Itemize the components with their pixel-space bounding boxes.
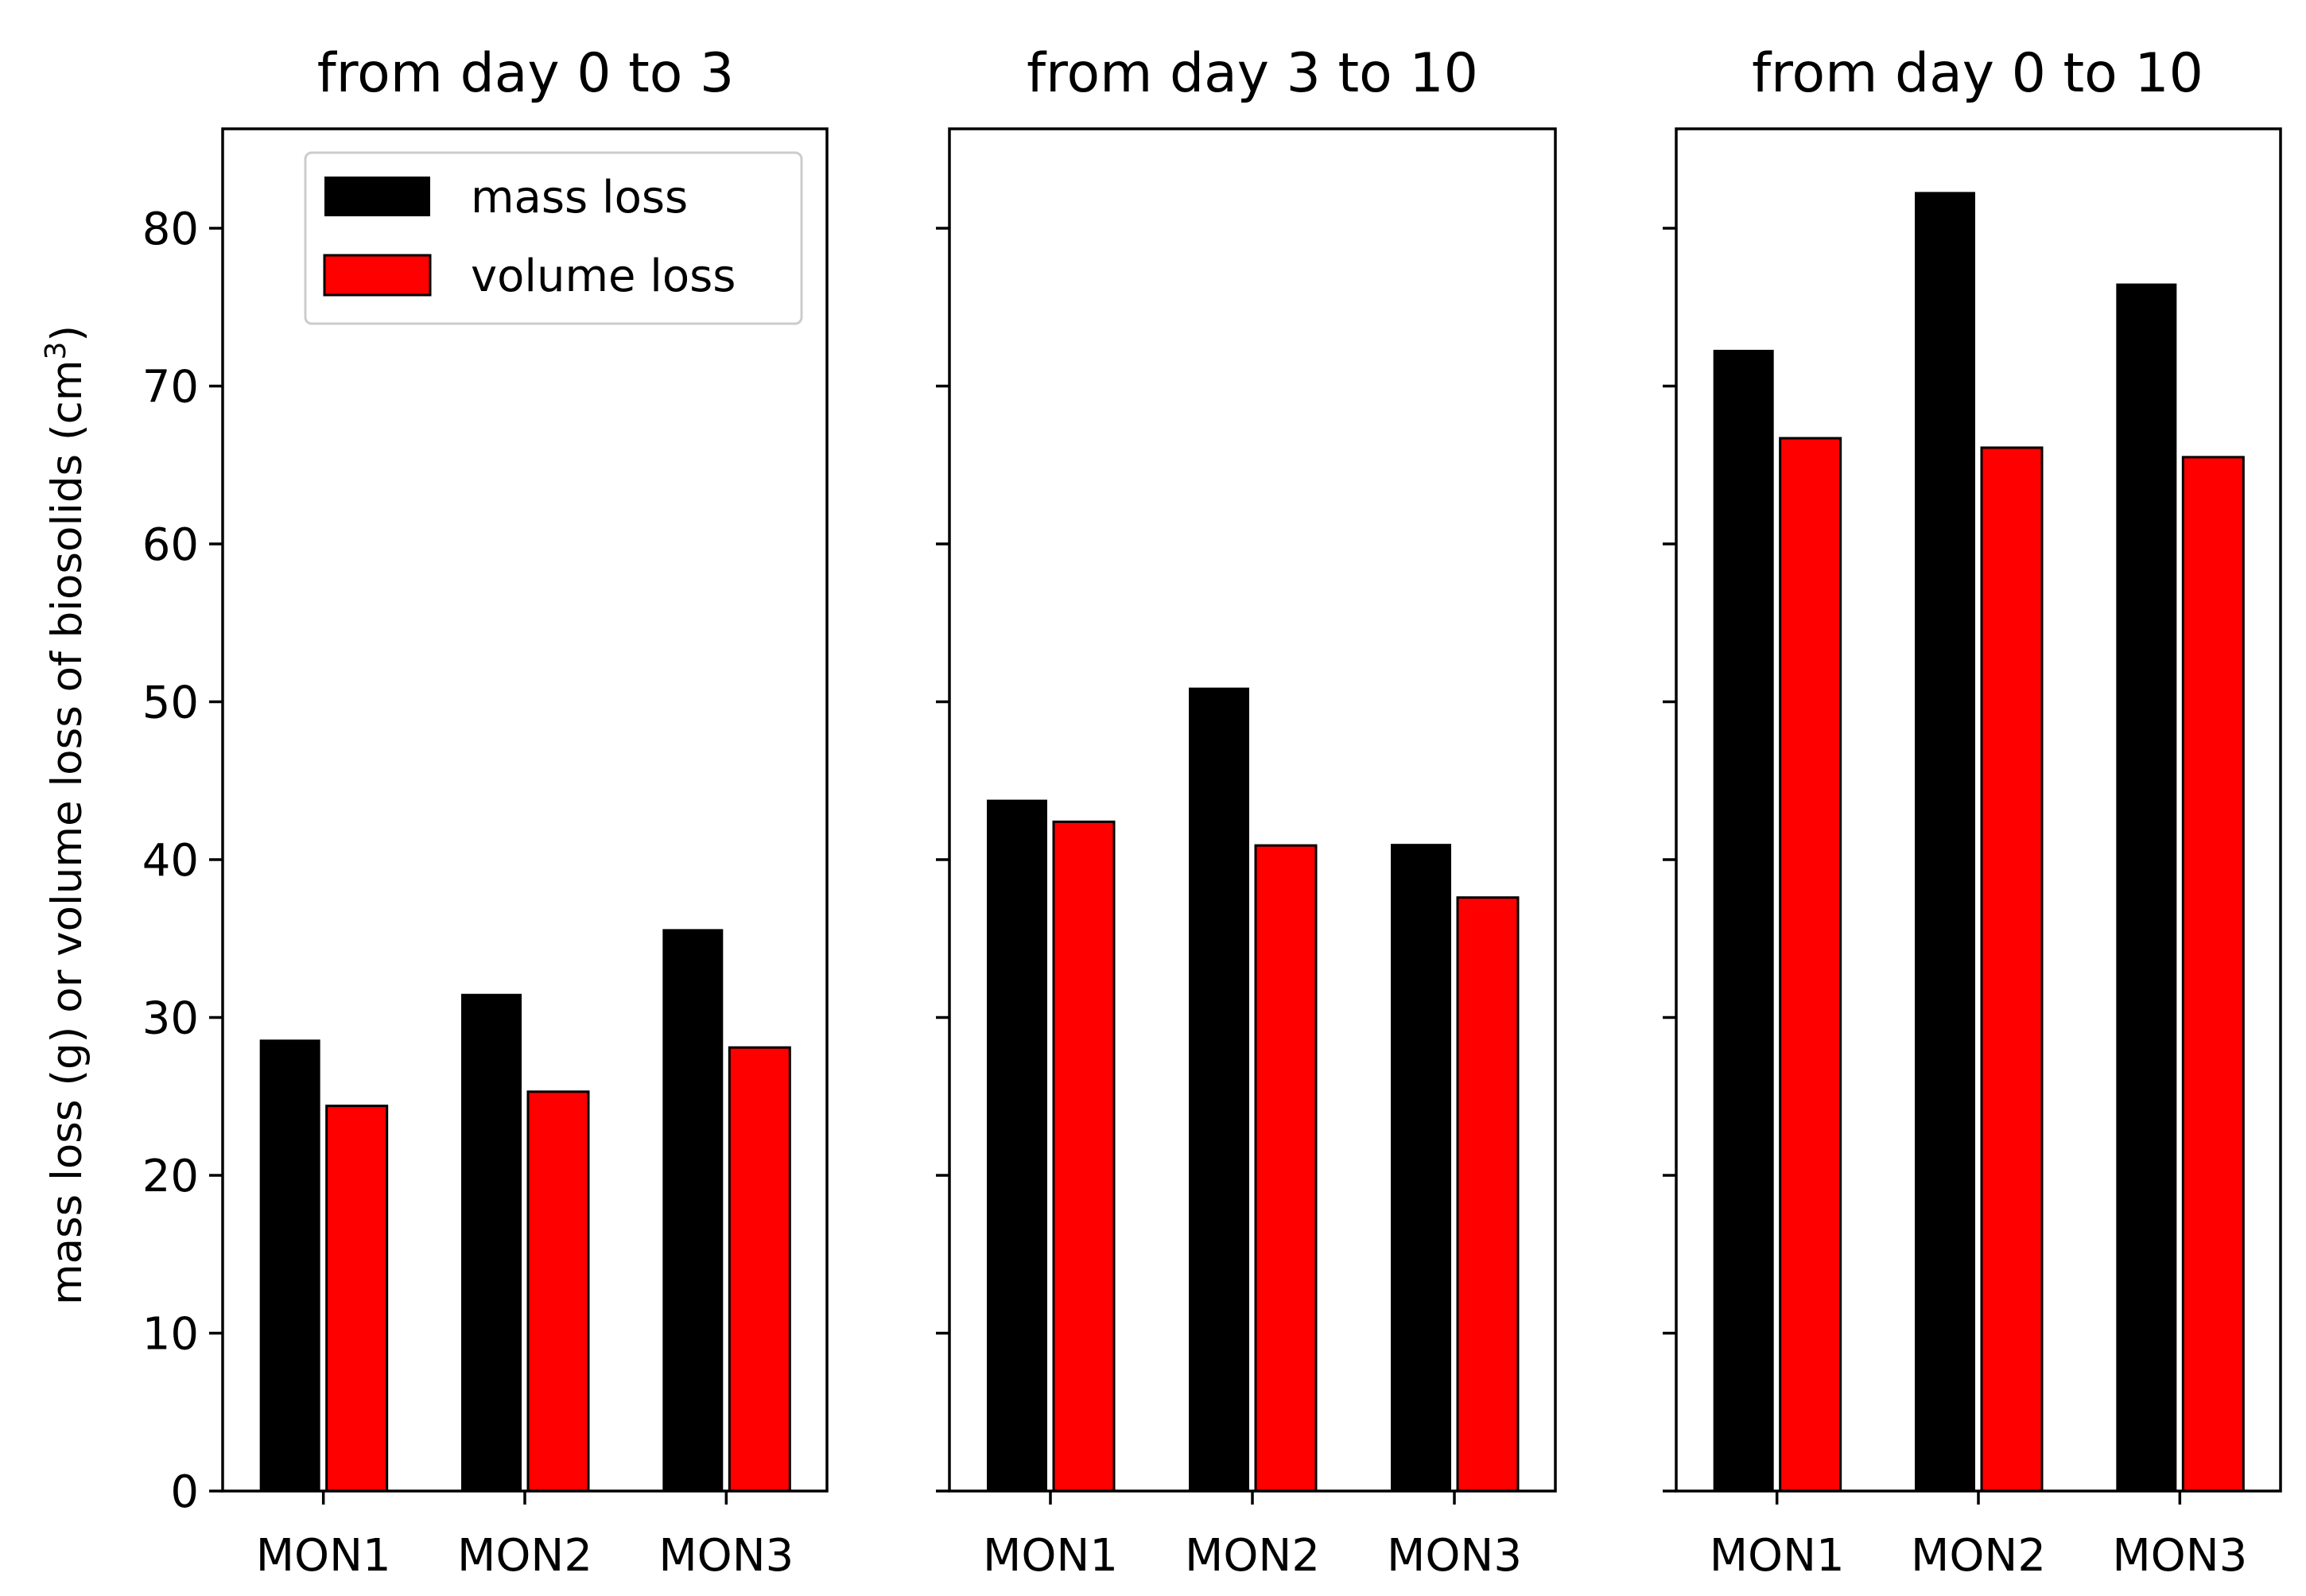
bar-mass-loss-mon3 (662, 929, 724, 1491)
legend-swatch-volume-loss (323, 254, 432, 297)
panel-2: from day 3 to 10 MON1 MON2 MON3 (936, 42, 1557, 1582)
y-axis-label-superscript: 3 (40, 342, 72, 360)
bar-mass-loss-mon3 (1391, 844, 1451, 1491)
x-tick-label-mon3: MON3 (658, 1530, 794, 1582)
panel-3: from day 0 to 10 MON1 MON2 MON3 (1663, 42, 2282, 1582)
panel-1-title: from day 0 to 3 (317, 42, 735, 105)
panel-2-bars (987, 687, 1520, 1493)
x-tick-label-mon3: MON3 (1387, 1530, 1522, 1582)
panel-3-x-ticks: MON1 MON2 MON3 (1710, 1491, 2247, 1582)
bar-mass-loss-mon1 (987, 799, 1047, 1491)
y-tick-label-10: 10 (142, 1309, 199, 1361)
x-tick-label-mon1: MON1 (256, 1530, 391, 1582)
bar-volume-loss-mon3 (2181, 456, 2245, 1493)
panel-3-bars (1713, 192, 2245, 1493)
y-tick-label-50: 50 (142, 678, 199, 729)
legend-swatch-mass-loss (324, 177, 430, 216)
bar-volume-loss-mon1 (325, 1105, 389, 1493)
bar-volume-loss-mon2 (1980, 446, 2044, 1493)
bar-volume-loss-mon2 (1254, 844, 1318, 1493)
y-tick-label-0: 0 (170, 1466, 199, 1518)
panel-1-x-ticks: MON1 MON2 MON3 (256, 1491, 794, 1582)
bar-mass-loss-mon2 (1189, 687, 1249, 1491)
y-axis-label-main: mass loss (g) or volume loss of biosolid… (43, 360, 91, 1306)
y-tick-label-80: 80 (142, 204, 199, 255)
panel-2-title: from day 3 to 10 (1027, 42, 1478, 105)
panel-2-x-ticks: MON1 MON2 MON3 (983, 1491, 1522, 1582)
bar-volume-loss-mon3 (1456, 896, 1520, 1493)
x-tick-label-mon2: MON2 (1185, 1530, 1320, 1582)
bar-mass-loss-mon1 (1713, 349, 1774, 1491)
x-tick-label-mon1: MON1 (983, 1530, 1118, 1582)
panel-1-bars (259, 929, 791, 1493)
x-tick-label-mon2: MON2 (1911, 1530, 2046, 1582)
bar-mass-loss-mon3 (2116, 283, 2177, 1492)
x-tick-label-mon1: MON1 (1710, 1530, 1845, 1582)
legend: mass loss volume loss (304, 151, 803, 325)
x-tick-label-mon3: MON3 (2112, 1530, 2247, 1582)
y-tick-label-60: 60 (142, 519, 199, 571)
y-tick-label-40: 40 (142, 835, 199, 887)
y-axis-label: mass loss (g) or volume loss of biosolid… (40, 325, 91, 1305)
legend-label-volume-loss: volume loss (471, 250, 736, 302)
panel-1-y-ticks: 0 10 20 30 40 50 60 70 80 (142, 204, 223, 1518)
y-tick-label-70: 70 (142, 362, 199, 414)
panel-3-y-ticks (1663, 227, 1676, 1493)
y-axis-label-close: ) (43, 325, 91, 342)
panel-2-y-ticks (936, 227, 949, 1493)
legend-label-mass-loss: mass loss (471, 172, 688, 223)
bar-mass-loss-mon2 (461, 993, 522, 1491)
bar-volume-loss-mon2 (526, 1090, 590, 1493)
y-tick-label-30: 30 (142, 993, 199, 1045)
y-tick-label-20: 20 (142, 1151, 199, 1202)
bar-volume-loss-mon1 (1779, 437, 1842, 1493)
bar-volume-loss-mon3 (728, 1046, 791, 1493)
bar-volume-loss-mon1 (1052, 820, 1116, 1493)
bar-mass-loss-mon2 (1915, 192, 1975, 1491)
panel-3-title: from day 0 to 10 (1752, 42, 2203, 105)
bar-mass-loss-mon1 (259, 1039, 320, 1491)
x-tick-label-mon2: MON2 (457, 1530, 592, 1582)
